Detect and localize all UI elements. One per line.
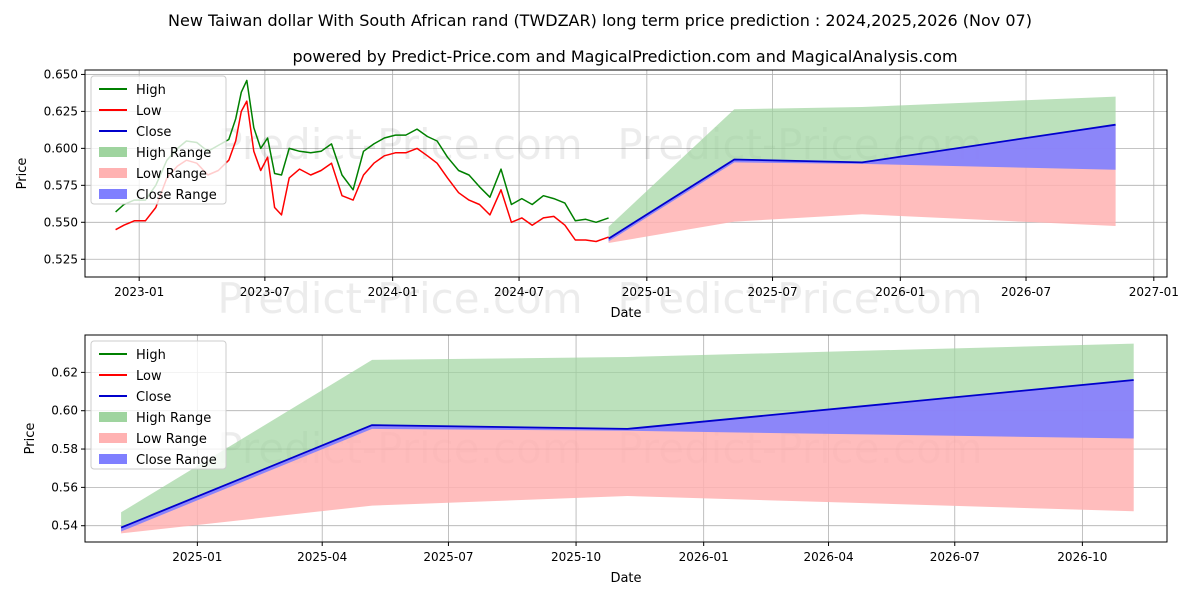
x-tick-label: 2026-07 <box>930 550 980 564</box>
close-range-band <box>121 380 1134 532</box>
close-range-band <box>608 124 1116 242</box>
x-tick-label: 2025-07 <box>747 285 797 299</box>
legend-close-range-label: Close Range <box>136 188 217 203</box>
x-tick-label: 2025-07 <box>423 550 473 564</box>
y-tick-label: 0.54 <box>51 519 78 533</box>
y-axis-label: Price <box>15 158 30 190</box>
watermark: Predict-Price.com <box>217 274 582 323</box>
x-axis-label: Date <box>610 571 641 586</box>
legend-low-range-swatch <box>99 168 127 178</box>
chart-subtitle: powered by Predict-Price.com and Magical… <box>292 47 957 66</box>
y-tick-label: 0.600 <box>44 141 78 155</box>
watermark: Predict-Price.com <box>217 120 582 169</box>
y-tick-label: 0.550 <box>44 215 78 229</box>
x-tick-label: 2025-01 <box>172 550 222 564</box>
axes-frame <box>84 69 1168 278</box>
close-forecast-line <box>608 123 1116 240</box>
x-tick-label: 2027-01 <box>1129 285 1179 299</box>
y-tick-label: 0.60 <box>51 404 78 418</box>
x-tick-label: 2026-04 <box>803 550 853 564</box>
legend-close-range-label: Close Range <box>136 453 217 468</box>
legend-low-label: Low <box>136 369 162 384</box>
y-tick-label: 0.625 <box>44 104 78 118</box>
legend-high-range-swatch <box>99 147 127 157</box>
x-tick-label: 2026-01 <box>875 285 925 299</box>
y-tick-label: 0.56 <box>51 480 78 494</box>
x-tick-label: 2025-10 <box>551 550 601 564</box>
legend-low-range-label: Low Range <box>136 432 207 447</box>
x-tick-label: 2026-10 <box>1057 550 1107 564</box>
x-tick-label: 2025-04 <box>297 550 347 564</box>
x-tick-label: 2024-01 <box>368 285 418 299</box>
legend-low-range-label: Low Range <box>136 167 207 182</box>
y-tick-label: 0.650 <box>44 67 78 81</box>
y-tick-label: 0.62 <box>51 365 78 379</box>
close-forecast-line <box>120 379 1134 529</box>
high-range-band <box>121 343 1134 528</box>
x-tick-label: 2026-01 <box>679 550 729 564</box>
x-axis-label: Date <box>610 306 641 321</box>
high-range-band <box>608 96 1116 239</box>
y-tick-label: 0.58 <box>51 442 78 456</box>
x-tick-label: 2023-01 <box>114 285 164 299</box>
x-tick-label: 2023-07 <box>240 285 290 299</box>
axes-frame <box>84 334 1168 543</box>
legend-high-label: High <box>136 83 166 98</box>
y-tick-label: 0.525 <box>44 252 78 266</box>
legend-high-range-label: High Range <box>136 146 211 161</box>
top-panel: Predict-Price.com Predict-Price.com Predic… <box>15 67 1179 323</box>
y-axis-label: Price <box>23 423 38 455</box>
legend-close-label: Close <box>136 125 171 140</box>
watermark: Predict-Price.com <box>617 274 982 323</box>
x-tick-label: 2026-07 <box>1001 285 1051 299</box>
legend-low-range-swatch <box>99 433 127 443</box>
legend-close-range-swatch <box>99 454 127 464</box>
legend-close-range-swatch <box>99 189 127 199</box>
legend-high-label: High <box>136 348 166 363</box>
x-tick-label: 2025-01 <box>622 285 672 299</box>
x-tick-label: 2024-07 <box>494 285 544 299</box>
bottom-panel: Predict-Price.comPredict-Price.com2025-0… <box>23 334 1168 586</box>
legend-close-label: Close <box>136 390 171 405</box>
legend-high-range-label: High Range <box>136 411 211 426</box>
y-tick-label: 0.575 <box>44 178 78 192</box>
legend-low-label: Low <box>136 104 162 119</box>
legend-high-range-swatch <box>99 412 127 422</box>
chart-title: New Taiwan dollar With South African ran… <box>168 11 1032 30</box>
